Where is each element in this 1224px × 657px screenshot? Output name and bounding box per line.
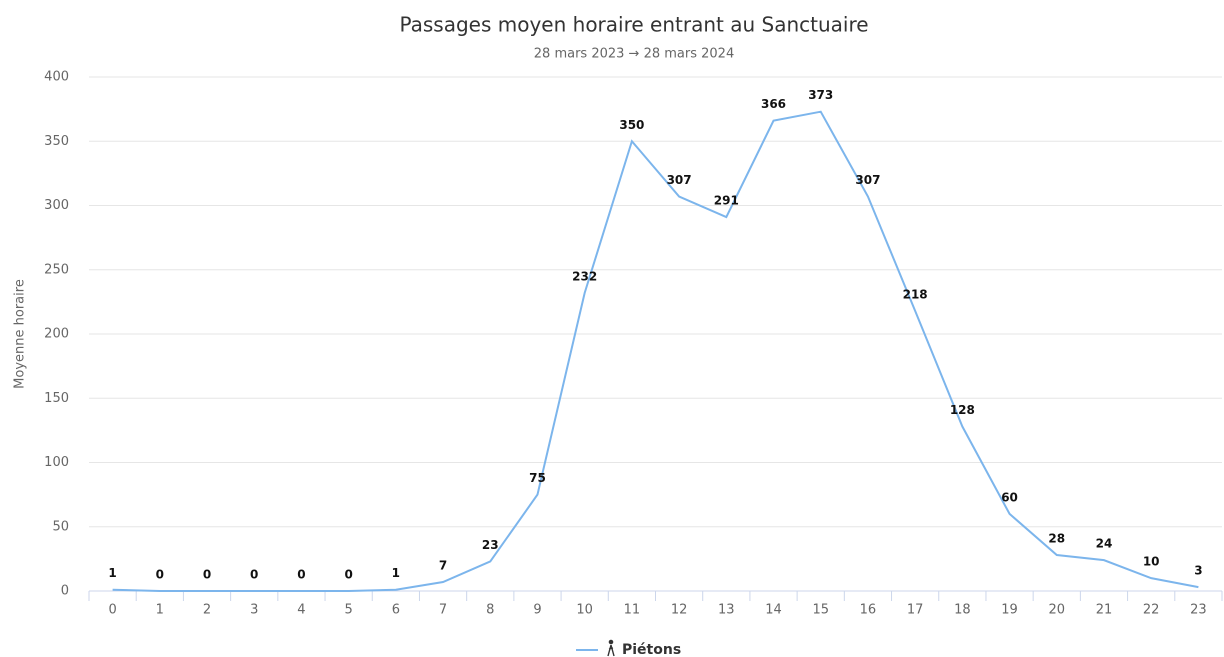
x-tick-label: 12 — [671, 603, 688, 618]
x-tick-label: 14 — [765, 603, 782, 618]
x-tick-label: 21 — [1096, 603, 1113, 618]
x-tick-label: 23 — [1190, 603, 1207, 618]
chart-title: Passages moyen horaire entrant au Sanctu… — [399, 13, 868, 37]
data-label: 307 — [667, 173, 692, 187]
line — [112, 110, 1199, 592]
x-tick-label: 3 — [250, 603, 258, 618]
data-label: 291 — [714, 194, 739, 208]
chart-subtitle: 28 mars 2023 → 28 mars 2024 — [534, 47, 734, 62]
x-tick-label: 17 — [907, 603, 924, 618]
data-label: 0 — [344, 568, 352, 582]
data-label: 60 — [1001, 490, 1018, 504]
x-tick-label: 1 — [156, 603, 164, 618]
x-tick-label: 7 — [439, 603, 447, 618]
legend-label: Piétons — [622, 642, 681, 657]
data-label: 218 — [903, 287, 928, 301]
x-tick-label: 18 — [954, 603, 971, 618]
data-label: 366 — [761, 97, 786, 111]
data-label: 0 — [156, 568, 164, 582]
x-tick-label: 2 — [203, 603, 211, 618]
data-label: 307 — [855, 173, 880, 187]
x-tick-label: 9 — [533, 603, 541, 618]
x-tick-label: 19 — [1001, 603, 1018, 618]
x-tick-label: 16 — [860, 603, 877, 618]
x-tick-label: 20 — [1048, 603, 1065, 618]
y-tick-label: 150 — [44, 391, 69, 406]
x-tick-label: 0 — [108, 603, 116, 618]
data-label: 1 — [392, 566, 400, 580]
y-axis-label: Moyenne horaire — [13, 279, 28, 389]
y-tick-label: 50 — [52, 519, 69, 534]
data-label: 10 — [1143, 555, 1160, 569]
x-tick-label: 8 — [486, 603, 494, 618]
x-tick-label: 15 — [812, 603, 829, 618]
data-label: 0 — [297, 568, 305, 582]
y-tick-label: 250 — [44, 262, 69, 277]
data-label: 28 — [1048, 532, 1065, 546]
x-tick-label: 22 — [1143, 603, 1160, 618]
data-label: 0 — [203, 568, 211, 582]
legend[interactable]: Piétons — [576, 639, 681, 657]
x-tick-label: 13 — [718, 603, 735, 618]
data-label: 7 — [439, 559, 447, 573]
x-tick-label: 10 — [576, 603, 593, 618]
y-tick-label: 350 — [44, 134, 69, 149]
data-label: 75 — [529, 471, 546, 485]
y-tick-label: 200 — [44, 327, 69, 342]
data-label: 0 — [250, 568, 258, 582]
data-label: 3 — [1194, 564, 1202, 578]
data-label: 128 — [950, 403, 975, 417]
data-label: 1 — [108, 566, 116, 580]
x-tick-label: 6 — [392, 603, 400, 618]
y-tick-label: 0 — [61, 584, 69, 599]
x-tick-label: 4 — [297, 603, 305, 618]
legend-icon — [607, 639, 615, 657]
data-label: 350 — [619, 118, 644, 132]
data-label: 23 — [482, 538, 499, 552]
y-tick-label: 300 — [44, 198, 69, 213]
x-tick-label: 11 — [624, 603, 641, 618]
x-tick-label: 5 — [345, 603, 353, 618]
data-label: 24 — [1096, 537, 1113, 551]
data-label: 373 — [808, 88, 833, 102]
y-tick-label: 100 — [44, 455, 69, 470]
data-label: 232 — [572, 269, 597, 283]
y-tick-label: 400 — [44, 70, 69, 85]
